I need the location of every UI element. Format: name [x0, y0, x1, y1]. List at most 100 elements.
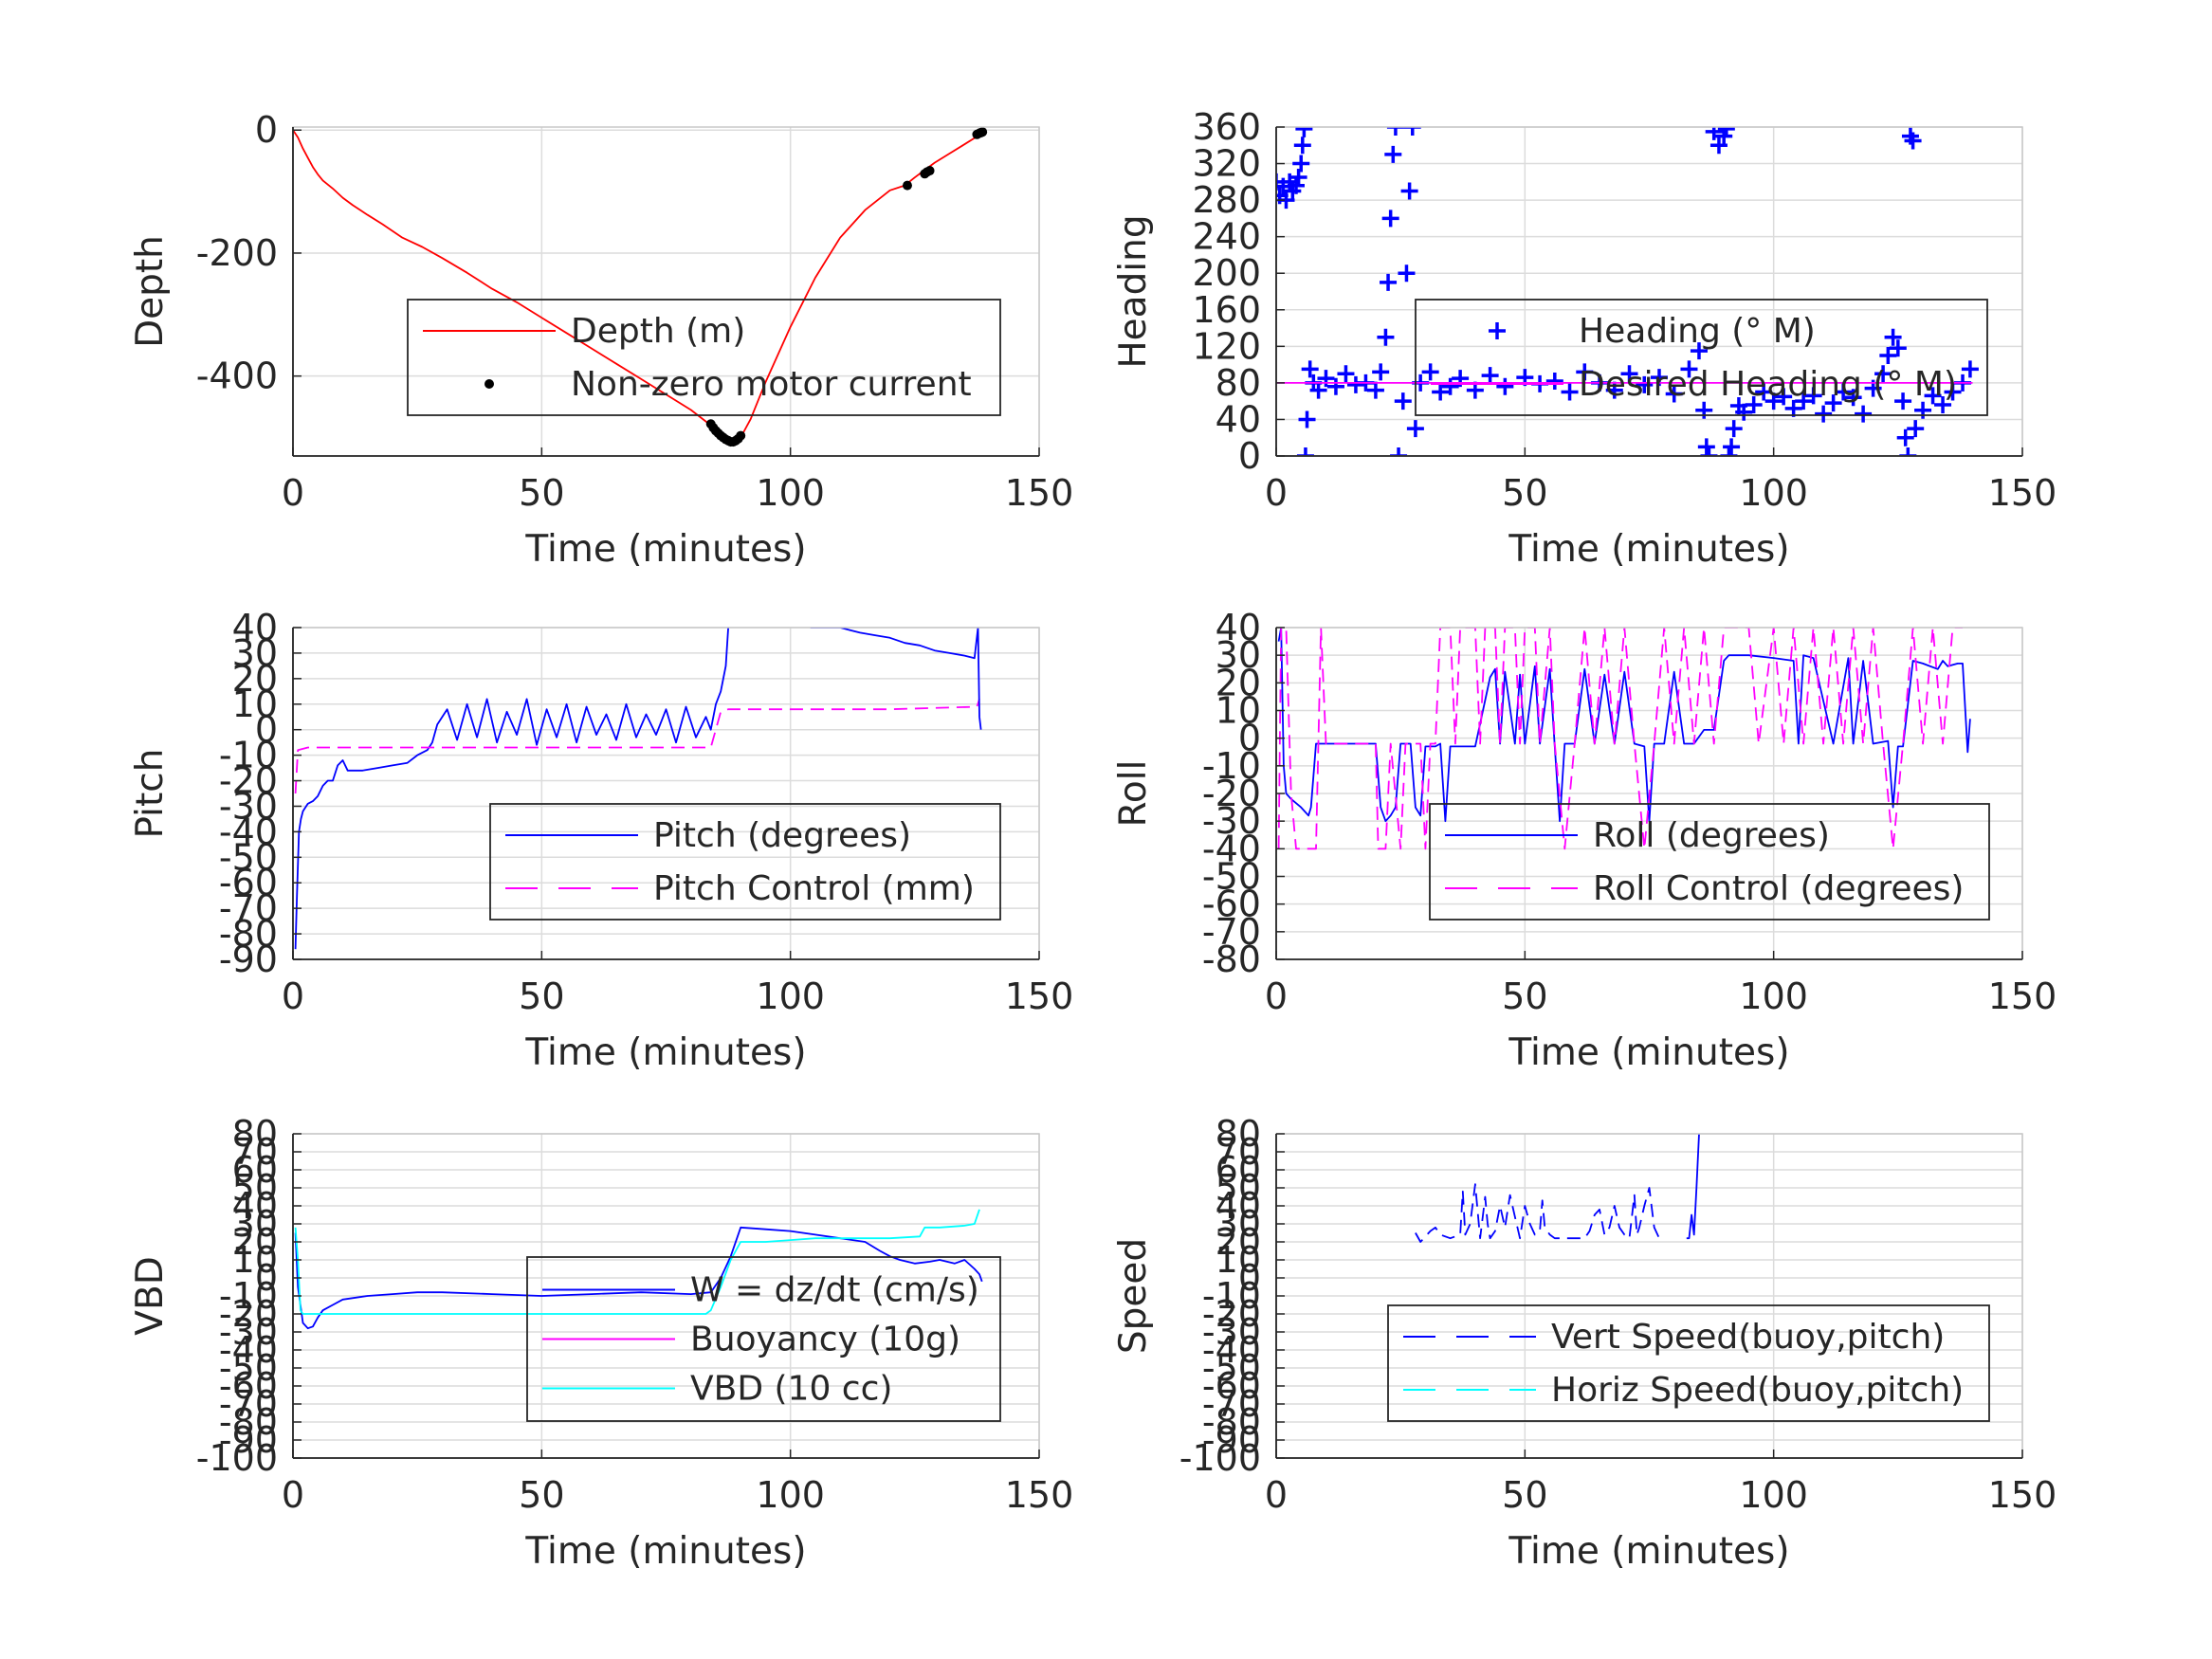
- vbd-xtick-label: 150: [1005, 1474, 1074, 1516]
- heading-series-0-marker: [1804, 387, 1822, 405]
- heading-series-0-marker: [1481, 367, 1499, 385]
- heading-ytick-label: 120: [1192, 325, 1261, 367]
- heading-series-0-marker: [1835, 383, 1853, 401]
- depth-plot-area: [293, 127, 1039, 456]
- vbd-ytick-label: -50: [219, 1347, 278, 1389]
- roll-ytick-label: 0: [1238, 718, 1261, 759]
- heading-series-0-marker: [1295, 127, 1313, 137]
- pitch-series-2-line: [810, 628, 982, 730]
- vbd-ytick-label: 40: [232, 1185, 278, 1227]
- heading-series-0-marker: [1636, 375, 1654, 393]
- heading-series-0-marker: [1298, 410, 1316, 428]
- pitch-ytick-label: 20: [232, 658, 278, 700]
- speed-ytick-label: -30: [1202, 1311, 1261, 1353]
- depth-legend-box: [407, 299, 1001, 416]
- heading-series-0-marker: [1421, 363, 1439, 381]
- roll-subplot: 0 50 100 150403020100-10-20-30-40-50-60-70-…: [1112, 607, 2057, 1074]
- heading-series-0-marker: [1961, 360, 1979, 378]
- depth-xtick-label: 150: [1005, 472, 1074, 514]
- roll-xtick-label: 150: [1988, 975, 2057, 1017]
- speed-ytick-label: 40: [1216, 1185, 1261, 1227]
- heading-ytick-label: 40: [1216, 398, 1261, 440]
- vbd-ytick-label: -70: [219, 1383, 278, 1425]
- heading-series-0-marker: [1384, 145, 1402, 163]
- speed-xtick-label: 150: [1988, 1474, 2057, 1516]
- vbd-ytick-label: 0: [255, 1257, 278, 1299]
- heading-series-0-marker: [1899, 447, 1917, 456]
- vbd-ytick-label: 20: [232, 1221, 278, 1263]
- heading-series-0-marker: [1894, 392, 1912, 410]
- heading-ytick-label: 200: [1192, 252, 1261, 294]
- speed-ytick-label: -40: [1202, 1329, 1261, 1371]
- speed-ytick-label: 10: [1216, 1239, 1261, 1281]
- heading-series-0-marker: [1795, 392, 1813, 410]
- pitch-series-0-line: [294, 628, 729, 950]
- heading-series-0-marker: [1441, 377, 1459, 395]
- heading-series-0-marker: [1386, 127, 1404, 136]
- speed-ytick-label: -50: [1202, 1347, 1261, 1389]
- heading-series-0-marker: [1745, 396, 1763, 414]
- heading-series-0-marker: [1377, 328, 1395, 346]
- speed-ytick-label: -80: [1202, 1401, 1261, 1443]
- roll-ytick-label: 30: [1216, 634, 1261, 676]
- vbd-ytick-label: -40: [219, 1329, 278, 1371]
- heading-series-0-marker: [1346, 375, 1364, 393]
- pitch-subplot: 0 50 100 150403020100-10-20-30-40-50-60-70-…: [129, 607, 1073, 1074]
- vbd-ytick-label: 70: [232, 1131, 278, 1173]
- pitch-ytick-label: -30: [219, 785, 278, 827]
- speed-legend-label-0: Vert Speed(buoy,pitch): [1551, 1318, 1945, 1357]
- vbd-data-layer: [294, 1209, 983, 1330]
- heading-ylabel: Heading: [1112, 214, 1155, 368]
- vbd-ytick-label: 50: [232, 1167, 278, 1209]
- heading-series-0-marker: [1576, 363, 1594, 381]
- depth-ytick-label: 0: [255, 109, 278, 151]
- heading-series-0-marker: [1934, 396, 1952, 414]
- pitch-ytick-label: 10: [232, 684, 278, 725]
- heading-series-0-marker: [1889, 339, 1907, 357]
- heading-series-0-marker: [1697, 438, 1715, 456]
- heading-series-0-marker: [1665, 385, 1683, 403]
- heading-series-0-marker: [1545, 372, 1563, 390]
- depth-series-1-marker: [902, 180, 912, 191]
- pitch-ytick-label: 40: [232, 607, 278, 648]
- heading-series-0-marker: [1680, 360, 1698, 378]
- pitch-legend-label-0: Pitch (degrees): [653, 816, 911, 855]
- vbd-ytick-label: -100: [196, 1437, 278, 1479]
- speed-ytick-label: -10: [1202, 1275, 1261, 1317]
- heading-legend-box: [1415, 299, 1988, 416]
- vbd-xlabel: Time (minutes): [524, 1530, 806, 1573]
- heading-series-0-marker: [1293, 137, 1311, 155]
- heading-ytick-label: 360: [1192, 106, 1261, 148]
- pitch-series-1-line: [294, 699, 980, 794]
- heading-series-0-marker: [1301, 360, 1319, 378]
- speed-legend: Vert Speed(buoy,pitch) Horiz Speed(buoy,p…: [1387, 1304, 1990, 1422]
- heading-series-0-marker: [1709, 137, 1728, 155]
- roll-legend-label-0: Roll (degrees): [1593, 816, 1830, 855]
- heading-legend-sample-0: [1489, 322, 1506, 339]
- heading-series-0-marker: [1700, 447, 1718, 456]
- heading-series-0-marker: [1904, 132, 1922, 150]
- pitch-legend-box: [489, 803, 1001, 921]
- roll-legend: Roll (degrees) Roll Control (degrees): [1429, 803, 1990, 921]
- heading-legend: Heading (° M) Desired Heading (° M): [1415, 299, 1988, 416]
- heading-xlabel: Time (minutes): [1508, 528, 1789, 571]
- vbd-legend-label-2: VBD (10 cc): [690, 1370, 892, 1409]
- pitch-legend: Pitch (degrees) Pitch Control (mm): [489, 803, 1001, 921]
- speed-ytick-label: -20: [1202, 1293, 1261, 1335]
- heading-ytick-label: 320: [1192, 143, 1261, 185]
- depth-series-1-marker: [924, 166, 935, 176]
- heading-series-0-marker: [1855, 405, 1873, 423]
- heading-series-0-marker: [1844, 389, 1862, 407]
- heading-series-0-marker: [1755, 383, 1773, 401]
- heading-series-0-marker: [1705, 127, 1723, 140]
- roll-ytick-label: -10: [1202, 745, 1261, 787]
- heading-series-0-marker: [1884, 328, 1902, 346]
- vbd-ytick-label: -80: [219, 1401, 278, 1443]
- heading-series-0-marker: [1289, 169, 1307, 187]
- roll-xtick-label: 0: [1265, 975, 1288, 1017]
- pitch-ytick-label: -10: [219, 735, 278, 776]
- vbd-ytick-label: -20: [219, 1293, 278, 1335]
- speed-ytick-label: -60: [1202, 1365, 1261, 1407]
